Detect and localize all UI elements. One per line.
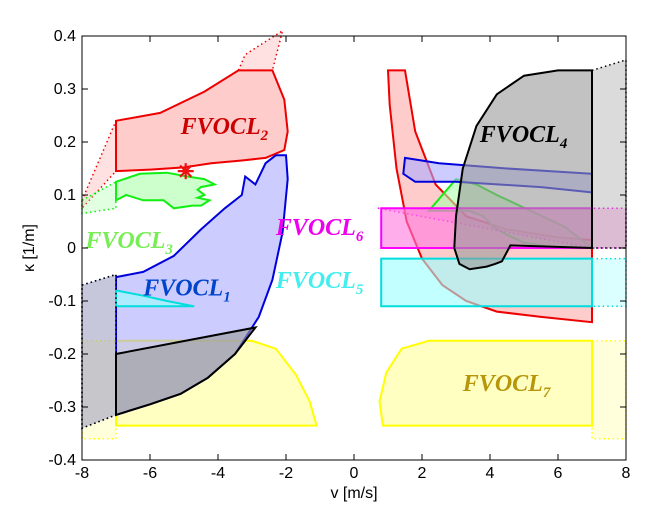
- fvocl4-area: [115, 326, 258, 417]
- red-asterisk-marker: [177, 163, 194, 180]
- fvocl5-label: FVOCL5: [275, 268, 364, 298]
- region-labels: FVOCL7 FVOCL2 FVOCL3 FVOCL1 FVOCL6 FVOCL5 FVOC…: [84, 114, 567, 401]
- y-axis-label: κ [1/m]: [21, 224, 38, 272]
- y-tick-label: 0.1: [54, 187, 76, 204]
- fvocl4-label: FVOCL4: [479, 122, 568, 152]
- x-tick-label: 2: [418, 465, 427, 482]
- fvocl2-area: [115, 69, 289, 173]
- x-tick-label: 6: [554, 465, 563, 482]
- axes: -8 -6 -4 -2 0 2 4 6 8 0.4 0.3 0.2 0.1 0 -0.1 -0.2 -0.3 -0…: [48, 28, 630, 482]
- regions-layer: [81, 29, 627, 440]
- fvocl7-area: [378, 339, 593, 427]
- fvocl5-area: [380, 257, 593, 308]
- y-tick-label: 0.4: [54, 28, 76, 45]
- x-tick-label: -4: [211, 465, 225, 482]
- y-tick-label: -0.3: [48, 399, 76, 416]
- y-tick-label: 0.2: [54, 134, 76, 151]
- region-fvocl5: [115, 257, 627, 308]
- fvocl5-dotted-extension: [591, 257, 627, 308]
- x-axis-label: v [m/s]: [330, 485, 377, 502]
- y-tick-label: 0.3: [54, 81, 76, 98]
- fvocl2-label: FVOCL2: [180, 114, 269, 144]
- fvocl7-label: FVOCL7: [462, 371, 551, 401]
- fvocl3-label: FVOCL3: [84, 228, 173, 258]
- marker-layer: [177, 163, 194, 180]
- y-tick-label: -0.1: [48, 293, 76, 310]
- y-tick-label: -0.4: [48, 452, 76, 469]
- x-tick-label: 0: [350, 465, 359, 482]
- x-tick-label: 4: [486, 465, 495, 482]
- fvocl3-area: [115, 171, 218, 210]
- x-tick-label: -8: [75, 465, 89, 482]
- fvocl4-area: [453, 69, 593, 271]
- fvocl6-label: FVOCL6: [275, 215, 364, 245]
- fvocl5-area: [115, 289, 195, 308]
- fvocl4-dotted-extension: [591, 58, 627, 249]
- y-tick-label: -0.2: [48, 346, 76, 363]
- fvocl4-dotted-extension: [81, 273, 117, 430]
- fvocl7-dotted-extension: [591, 340, 627, 440]
- fvocl1-label: FVOCL1: [142, 276, 231, 306]
- y-tick-label: 0: [67, 240, 76, 257]
- region-fvocl4: [81, 58, 627, 430]
- x-tick-label: -2: [279, 465, 293, 482]
- x-tick-label: 8: [622, 465, 631, 482]
- x-tick-label: -6: [143, 465, 157, 482]
